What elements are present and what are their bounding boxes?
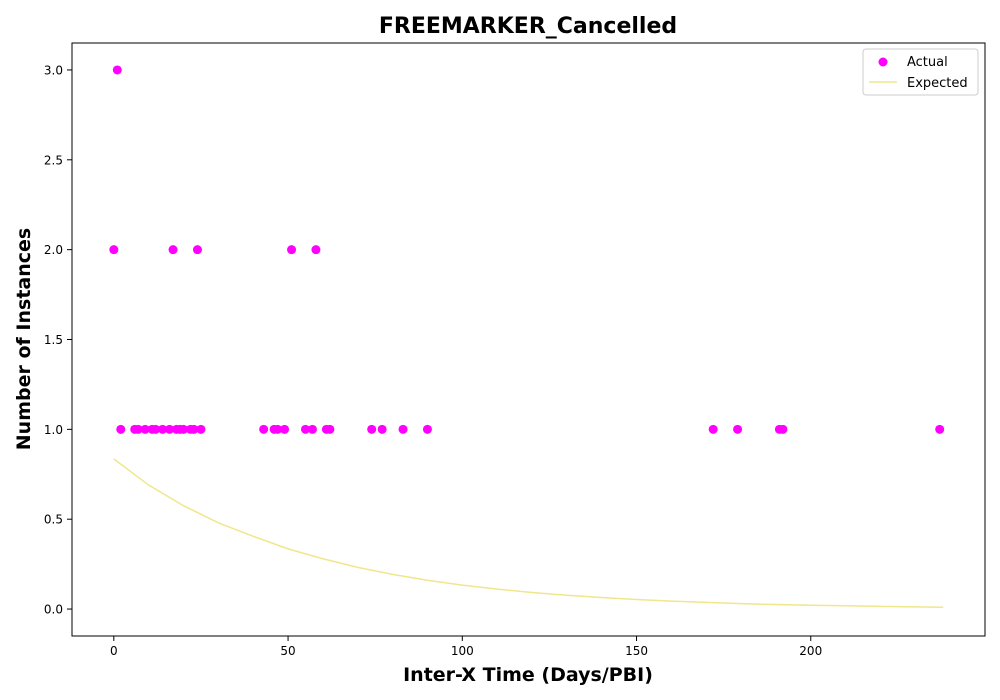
actual-data-point — [733, 424, 743, 434]
actual-data-point — [158, 424, 168, 434]
y-axis-label: Number of Instances — [13, 228, 35, 450]
plot-frame — [71, 42, 986, 637]
x-axis-label: Inter-X Time (Days/PBI) — [403, 664, 653, 686]
legend-box — [862, 48, 979, 96]
chart-title: FREEMARKER_Cancelled — [379, 14, 677, 39]
y-tick-label: 0.0 — [44, 603, 63, 617]
actual-data-point — [259, 424, 269, 434]
x-tick-label: 200 — [799, 644, 822, 658]
actual-data-point — [307, 424, 317, 434]
actual-data-point — [116, 424, 126, 434]
actual-data-point — [273, 424, 283, 434]
actual-data-point — [377, 424, 387, 434]
actual-data-point — [109, 245, 119, 255]
actual-data-point — [196, 424, 206, 434]
actual-data-point — [133, 424, 143, 434]
actual-data-point — [192, 245, 202, 255]
legend-actual-marker — [878, 57, 888, 67]
y-tick-label: 0.5 — [44, 513, 63, 527]
actual-data-point — [287, 245, 297, 255]
y-tick-label: 1.5 — [44, 333, 63, 347]
actual-data-point — [140, 424, 150, 434]
legend-expected-label: Expected — [907, 76, 968, 91]
actual-data-point — [422, 424, 432, 434]
actual-data-point — [151, 424, 161, 434]
actual-data-point — [300, 424, 310, 434]
legend: Actual Expected — [862, 48, 979, 96]
legend-actual-label: Actual — [907, 55, 948, 70]
actual-data-point — [778, 424, 788, 434]
actual-data-point — [398, 424, 408, 434]
x-tick-label: 50 — [280, 644, 295, 658]
actual-data-point — [708, 424, 718, 434]
x-tick-label: 100 — [451, 644, 474, 658]
actual-data-point — [189, 424, 199, 434]
actual-data-point — [325, 424, 335, 434]
y-tick-label: 2.0 — [44, 243, 63, 257]
actual-data-point — [311, 245, 321, 255]
y-tick-label: 2.5 — [44, 153, 63, 167]
y-tick-label: 3.0 — [44, 63, 63, 77]
actual-data-point — [935, 424, 945, 434]
x-tick-label: 0 — [110, 644, 118, 658]
plot-area — [109, 65, 945, 608]
x-axis: 0 50 100 150 200 — [110, 636, 822, 658]
x-tick-label: 150 — [625, 644, 648, 658]
actual-data-point — [280, 424, 290, 434]
actual-data-point — [367, 424, 377, 434]
actual-data-point — [112, 65, 122, 75]
y-axis: 0.0 0.5 1.0 1.5 2.0 2.5 3.0 — [44, 63, 72, 617]
actual-data-point — [168, 245, 178, 255]
actual-data-point — [179, 424, 189, 434]
y-tick-label: 1.0 — [44, 423, 63, 437]
expected-series-line — [113, 458, 944, 608]
actual-data-point — [165, 424, 175, 434]
